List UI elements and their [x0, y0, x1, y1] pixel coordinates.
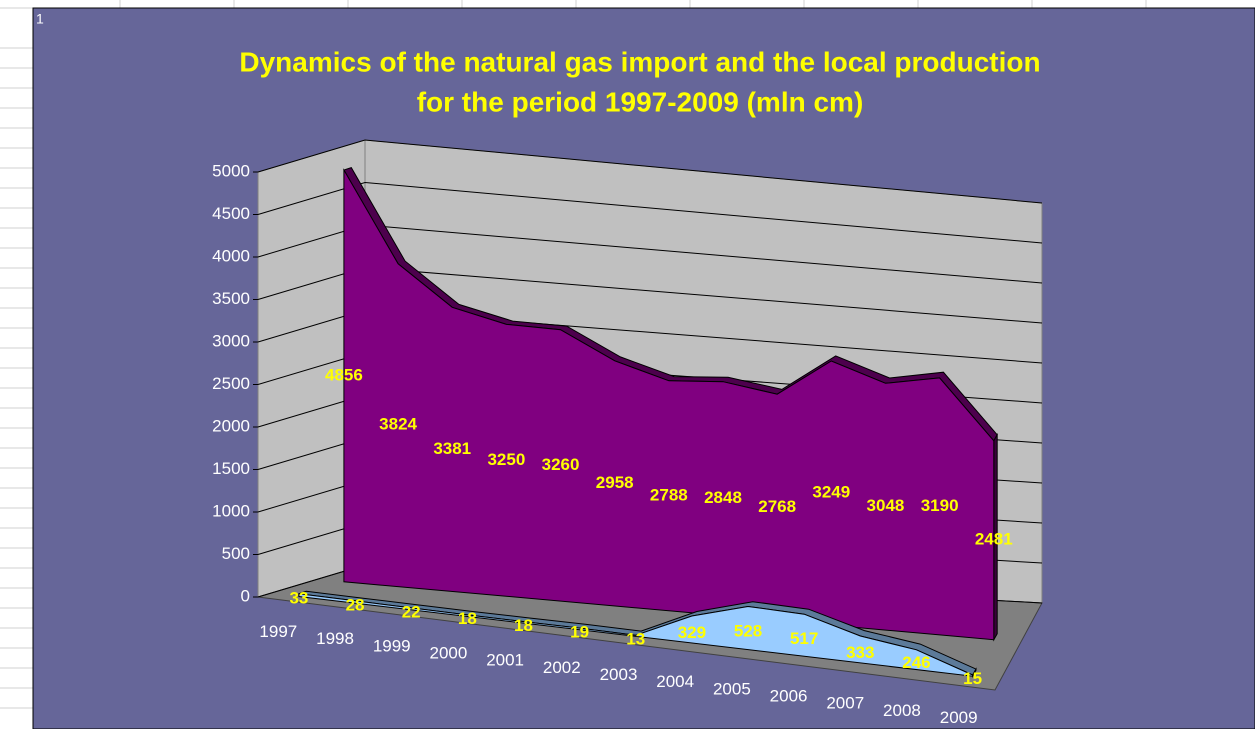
y-tick-label: 4000 — [212, 246, 250, 265]
x-tick-label: 1999 — [373, 636, 411, 655]
y-tick-label: 0 — [241, 586, 250, 605]
data-label: 13 — [626, 629, 645, 648]
data-label: 246 — [902, 653, 930, 672]
data-label: 18 — [458, 609, 477, 628]
data-label: 2788 — [650, 485, 688, 504]
grid-line — [257, 139, 1043, 204]
data-label: 528 — [734, 622, 762, 641]
y-tick-label: 4500 — [212, 204, 250, 223]
y-tick-label: 3500 — [212, 289, 250, 308]
x-tick-label: 2008 — [883, 701, 921, 720]
x-tick-label: 2005 — [713, 679, 751, 698]
y-tick-label: 3000 — [212, 331, 250, 350]
chart-title: Dynamics of the natural gas import and t… — [239, 46, 1040, 77]
chart-subtitle: for the period 1997-2009 (mln cm) — [417, 86, 864, 117]
area — [343, 168, 995, 641]
data-label: 329 — [678, 623, 706, 642]
y-tick-label: 500 — [222, 544, 250, 563]
y-tick-label: 5000 — [212, 161, 250, 180]
x-tick-label: 2006 — [770, 686, 808, 705]
sheet-grid — [0, 0, 1147, 709]
x-tick-label: 2002 — [543, 658, 581, 677]
x-tick-label: 2000 — [430, 644, 468, 663]
data-label: 333 — [846, 643, 874, 662]
y-tick-label: 2500 — [212, 374, 250, 393]
data-label: 3381 — [433, 439, 471, 458]
data-label: 2768 — [758, 497, 796, 516]
data-label: 3048 — [867, 496, 905, 515]
data-label: 2958 — [596, 473, 634, 492]
data-label: 15 — [963, 669, 982, 688]
x-tick-label: 2003 — [600, 665, 638, 684]
data-label: 22 — [402, 602, 421, 621]
data-label: 3260 — [542, 455, 580, 474]
data-label: 2481 — [975, 530, 1013, 549]
corner-label: 1 — [36, 11, 44, 27]
data-label: 2848 — [704, 488, 742, 507]
x-tick-label: 1998 — [316, 629, 354, 648]
data-label: 19 — [570, 622, 589, 641]
x-tick-label: 1997 — [259, 622, 297, 641]
y-tick-label: 1500 — [212, 459, 250, 478]
y-tick-label: 1000 — [212, 501, 250, 520]
data-label: 33 — [289, 589, 308, 608]
data-label: 3250 — [487, 450, 525, 469]
data-label: 18 — [514, 616, 533, 635]
y-tick-label: 2000 — [212, 416, 250, 435]
data-label: 3824 — [379, 415, 417, 434]
data-label: 28 — [346, 595, 365, 614]
data-label: 3249 — [812, 483, 850, 502]
x-tick-label: 2004 — [656, 672, 694, 691]
data-label: 4856 — [325, 365, 363, 384]
x-tick-label: 2009 — [940, 708, 978, 727]
grid-line — [257, 181, 1043, 244]
x-tick-label: 2001 — [486, 651, 524, 670]
x-tick-label: 2007 — [826, 694, 864, 713]
data-label: 517 — [790, 629, 818, 648]
area — [298, 593, 974, 677]
data-label: 3190 — [921, 496, 959, 515]
